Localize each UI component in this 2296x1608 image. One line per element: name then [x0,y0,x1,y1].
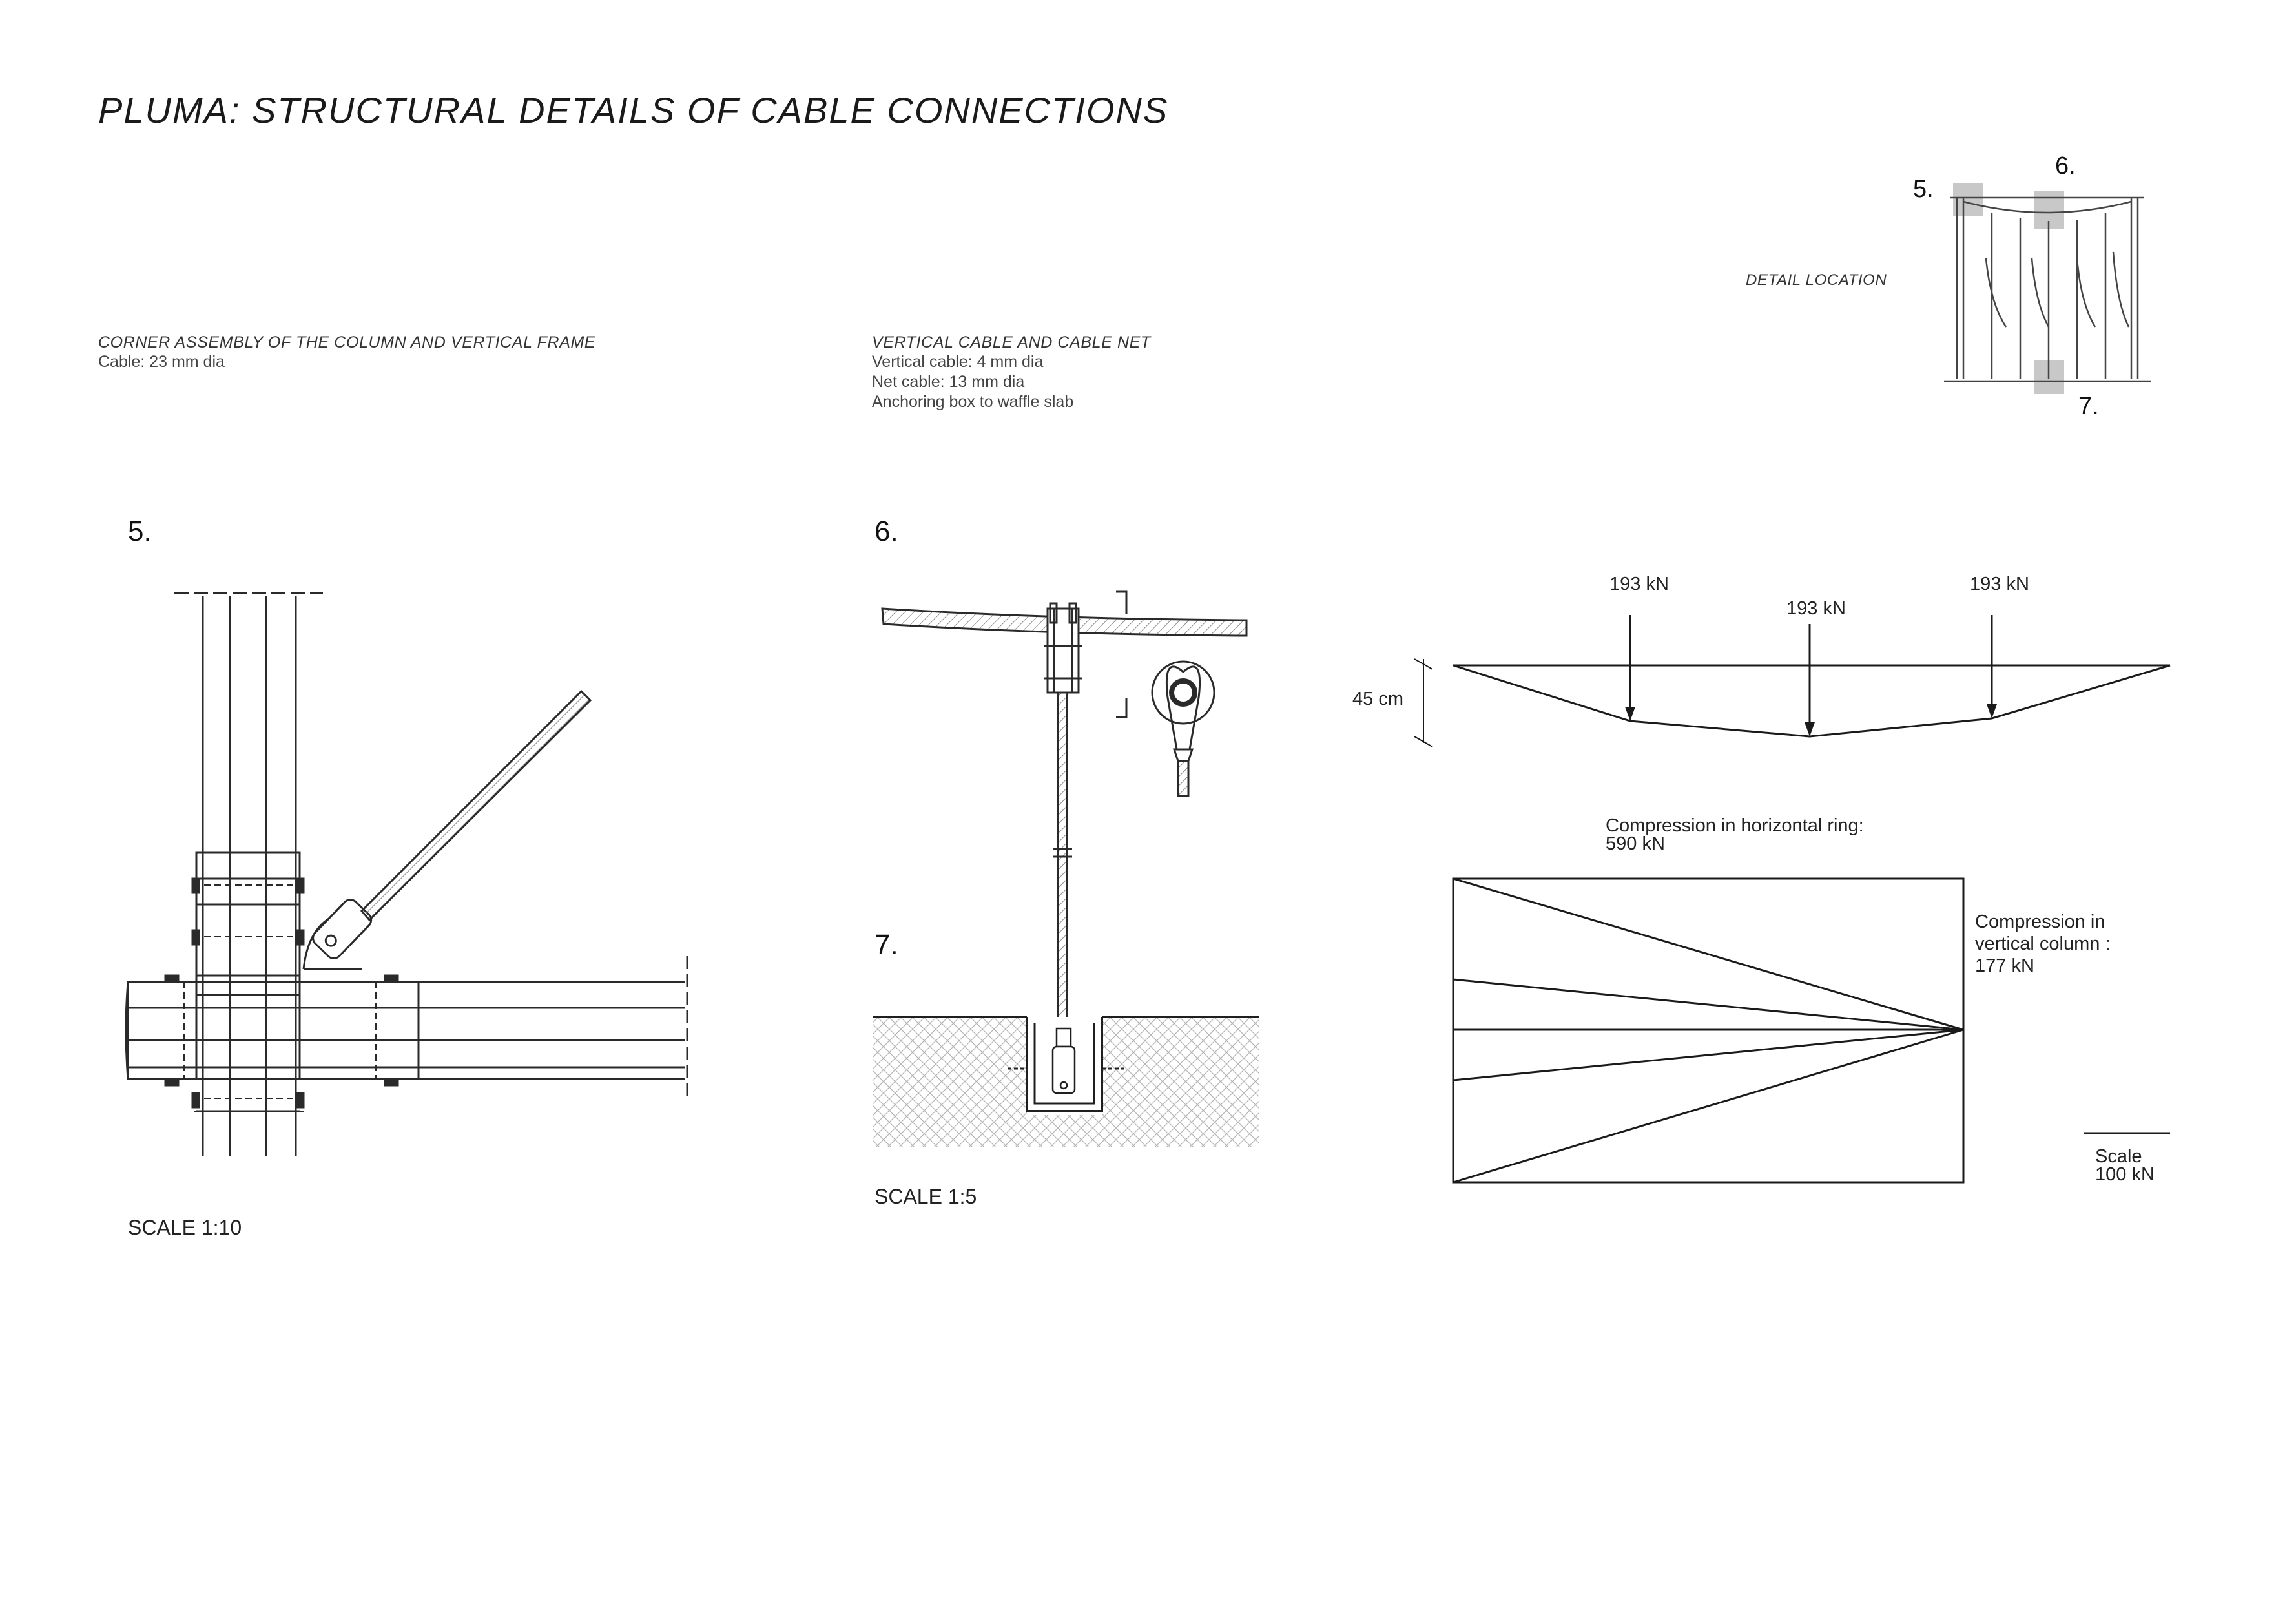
column-compression-value: 177 kN [1975,955,2034,976]
force-scale-value: 100 kN [2095,1164,2155,1185]
caption-heading: VERTICAL CABLE AND CABLE NET [872,333,1151,351]
location-highlight-5 [1953,183,1983,216]
location-marker-7: 7. [2078,393,2099,420]
column-compression-text-2: vertical column : [1975,934,2111,954]
location-marker-6: 6. [2055,152,2076,180]
force-scale-label: Scale 100 kN [2095,1147,2155,1184]
detail-6-number: 6. [874,516,898,547]
load-label-3: 193 kN [1970,574,2029,594]
location-marker-5: 5. [1913,176,1934,203]
detail-6-cable-net [881,590,1248,1030]
caption-line: Anchoring box to waffle slab [872,393,1074,411]
load-label-1: 193 kN [1609,574,1669,594]
ring-compression-value: 590 kN [1606,833,1665,854]
sag-label: 45 cm [1352,689,1403,709]
detail-location-label: DETAIL LOCATION [1746,271,1887,289]
force-polygon-diagram [1452,877,2170,1184]
load-label-2: 193 kN [1786,598,1846,619]
page-title: PLUMA: STRUCTURAL DETAILS OF CABLE CONNE… [98,90,1169,131]
detail-7-anchoring-box [873,1016,1259,1147]
caption-detail-6: VERTICAL CABLE AND CABLE NET Vertical ca… [872,333,1151,412]
caption-heading: CORNER ASSEMBLY OF THE COLUMN AND VERTIC… [98,333,596,351]
detail-5-number: 5. [128,516,152,547]
detail-6-scale: SCALE 1:5 [874,1185,977,1208]
ring-compression-label: Compression in horizontal ring: 590 kN [1606,817,1864,853]
detail-5-corner-assembly [125,592,688,1156]
funicular-load-diagram [1414,615,2171,747]
force-scale-text: Scale [2095,1146,2142,1167]
detail-7-number: 7. [874,929,898,961]
detail-location-thumbnail [1944,183,2151,394]
column-compression-label: Compression in vertical column : 177 kN [1975,911,2111,977]
ring-compression-text: Compression in horizontal ring: [1606,815,1864,836]
detail-5-scale: SCALE 1:10 [128,1216,242,1239]
caption-line: Net cable: 13 mm dia [872,373,1025,391]
caption-line: Cable: 23 mm dia [98,353,225,371]
caption-line: Vertical cable: 4 mm dia [872,353,1044,371]
column-compression-text-1: Compression in [1975,912,2105,932]
caption-detail-5: CORNER ASSEMBLY OF THE COLUMN AND VERTIC… [98,333,595,372]
